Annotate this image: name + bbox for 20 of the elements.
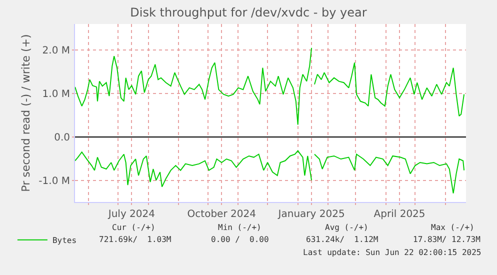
- y-tick-label: 2.0 M: [42, 46, 70, 57]
- x-tick-label: July 2024: [107, 209, 156, 220]
- x-tick-label: October 2024: [187, 209, 256, 220]
- text: Cur (-/+): [112, 223, 156, 232]
- text: Avg (-/+): [325, 223, 368, 232]
- x-tick-label: January 2025: [277, 209, 345, 220]
- text: 17.83M/ 12.73M: [413, 235, 481, 244]
- y-tick-label: 0.0: [54, 132, 70, 144]
- text: Last update: Sun Jun 22 02:00:15 2025: [303, 248, 482, 257]
- x-tick-label: April 2025: [374, 209, 426, 220]
- text: 631.24k/ 1.12M: [306, 235, 378, 244]
- y-tick-label: -1.0 M: [38, 176, 70, 187]
- legend-label: Bytes: [52, 236, 77, 246]
- chart-title: Disk throughput for /dev/xvdc - by year: [130, 6, 367, 20]
- text: 721.69k/ 1.03M: [99, 235, 172, 244]
- text: Max (-/+): [431, 223, 474, 232]
- text: 0.00 / 0.00: [211, 235, 269, 244]
- text: Min (-/+): [218, 223, 262, 232]
- y-tick-label: 1.0 M: [42, 88, 70, 100]
- y-axis-title: Pr second read (-) / write (+): [19, 34, 32, 192]
